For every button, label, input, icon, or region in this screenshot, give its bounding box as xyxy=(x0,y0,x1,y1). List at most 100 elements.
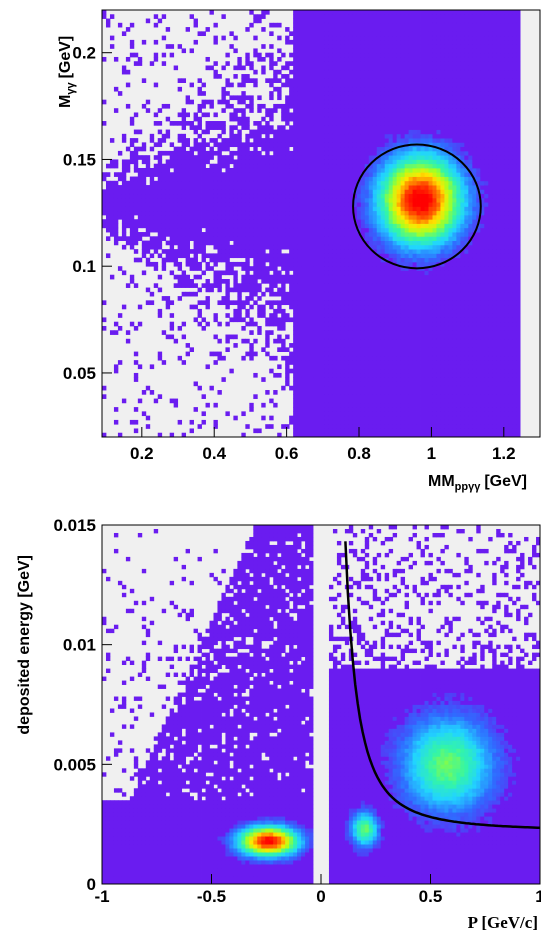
heatmap-cell xyxy=(376,31,382,37)
heatmap-cell xyxy=(328,61,334,66)
heatmap-cell xyxy=(356,159,362,165)
heatmap-cell xyxy=(221,206,226,212)
heatmap-cell xyxy=(133,236,139,241)
heatmap-cell xyxy=(400,61,406,66)
heatmap-cell xyxy=(173,155,179,160)
heatmap-cell xyxy=(332,78,338,83)
heatmap-cell xyxy=(265,159,270,165)
heatmap-cell xyxy=(285,313,290,318)
heatmap-cell xyxy=(324,14,330,19)
heatmap-cell xyxy=(408,347,413,352)
heatmap-cell xyxy=(285,112,290,118)
heatmap-cell xyxy=(336,65,342,71)
heatmap-cell xyxy=(313,108,318,113)
heatmap-cell xyxy=(241,150,246,156)
heatmap-cell xyxy=(313,56,318,62)
heatmap-cell xyxy=(368,377,374,382)
heatmap-cell xyxy=(332,103,338,109)
heatmap-cell xyxy=(293,274,298,280)
heatmap-cell xyxy=(213,232,218,237)
heatmap-cell xyxy=(396,39,402,45)
heatmap-cell xyxy=(313,69,318,75)
heatmap-cell xyxy=(360,266,366,271)
heatmap-cell xyxy=(408,39,413,45)
heatmap-cell xyxy=(193,266,198,271)
heatmap-cell xyxy=(352,159,358,165)
heatmap-cell xyxy=(301,321,306,327)
heatmap-cell xyxy=(145,202,151,207)
heatmap-cell xyxy=(293,18,298,24)
heatmap-cell xyxy=(344,274,350,280)
heatmap-cell xyxy=(321,44,326,49)
heatmap-cell xyxy=(137,56,143,62)
heatmap-cell xyxy=(388,31,394,37)
heatmap-cell xyxy=(301,39,306,45)
heatmap-cell xyxy=(392,240,398,246)
heatmap-cell xyxy=(332,330,338,335)
heatmap-cell xyxy=(328,197,334,203)
heatmap-cell xyxy=(301,18,306,24)
heatmap-cell xyxy=(285,189,290,195)
heatmap-cell xyxy=(356,385,362,391)
heatmap-cell xyxy=(332,27,338,32)
heatmap-cell xyxy=(328,172,334,177)
heatmap-cell xyxy=(340,351,346,357)
heatmap-cell xyxy=(321,155,326,160)
heatmap-cell xyxy=(197,236,202,241)
heatmap-cell xyxy=(281,236,286,241)
heatmap-cell xyxy=(289,61,294,66)
heatmap-cell xyxy=(352,35,358,41)
heatmap-cell xyxy=(217,185,222,190)
heatmap-cell xyxy=(277,244,282,250)
heatmap-cell xyxy=(317,249,322,254)
heatmap-cell xyxy=(225,304,230,310)
heatmap-cell xyxy=(305,279,310,284)
heatmap-cell xyxy=(157,313,163,318)
heatmap-cell xyxy=(193,236,198,241)
heatmap-cell xyxy=(348,172,354,177)
heatmap-cell xyxy=(404,48,409,54)
heatmap-cell xyxy=(133,189,139,195)
heatmap-cell xyxy=(309,35,314,41)
heatmap-cell xyxy=(245,133,250,139)
heatmap-cell xyxy=(388,155,394,160)
heatmap-cell xyxy=(396,172,402,177)
heatmap-cell xyxy=(392,432,398,438)
heatmap-cell xyxy=(309,69,314,75)
heatmap-cell xyxy=(273,69,278,75)
heatmap-cell xyxy=(348,52,354,58)
heatmap-cell xyxy=(388,99,394,105)
heatmap-cell xyxy=(392,274,398,280)
heatmap-cell xyxy=(285,159,290,165)
heatmap-cell xyxy=(408,27,413,32)
heatmap-cell xyxy=(328,402,334,408)
heatmap-cell xyxy=(269,300,274,306)
heatmap-cell xyxy=(109,223,115,229)
heatmap-cell xyxy=(265,163,270,169)
heatmap-cell xyxy=(225,155,230,160)
heatmap-cell xyxy=(408,22,413,28)
heatmap-cell xyxy=(289,279,294,284)
heatmap-cell xyxy=(165,133,171,139)
heatmap-cell xyxy=(285,146,290,152)
heatmap-cell xyxy=(305,150,310,156)
heatmap-cell xyxy=(305,82,310,88)
heatmap-cell xyxy=(364,377,370,382)
heatmap-cell xyxy=(193,206,198,212)
heatmap-cell xyxy=(297,249,302,254)
heatmap-cell xyxy=(269,279,274,284)
heatmap-cell xyxy=(277,270,282,276)
heatmap-cell xyxy=(305,287,310,293)
heatmap-cell xyxy=(309,61,314,66)
heatmap-cell xyxy=(313,325,318,331)
heatmap-cell xyxy=(309,279,314,284)
heatmap-cell xyxy=(380,210,386,216)
heatmap-cell xyxy=(380,14,386,19)
heatmap-cell xyxy=(269,355,274,361)
heatmap-cell xyxy=(408,274,413,280)
heatmap-cell xyxy=(364,381,370,387)
heatmap-cell xyxy=(400,287,406,293)
heatmap-cell xyxy=(356,65,362,71)
heatmap-cell xyxy=(237,219,242,224)
heatmap-cell xyxy=(157,432,163,438)
